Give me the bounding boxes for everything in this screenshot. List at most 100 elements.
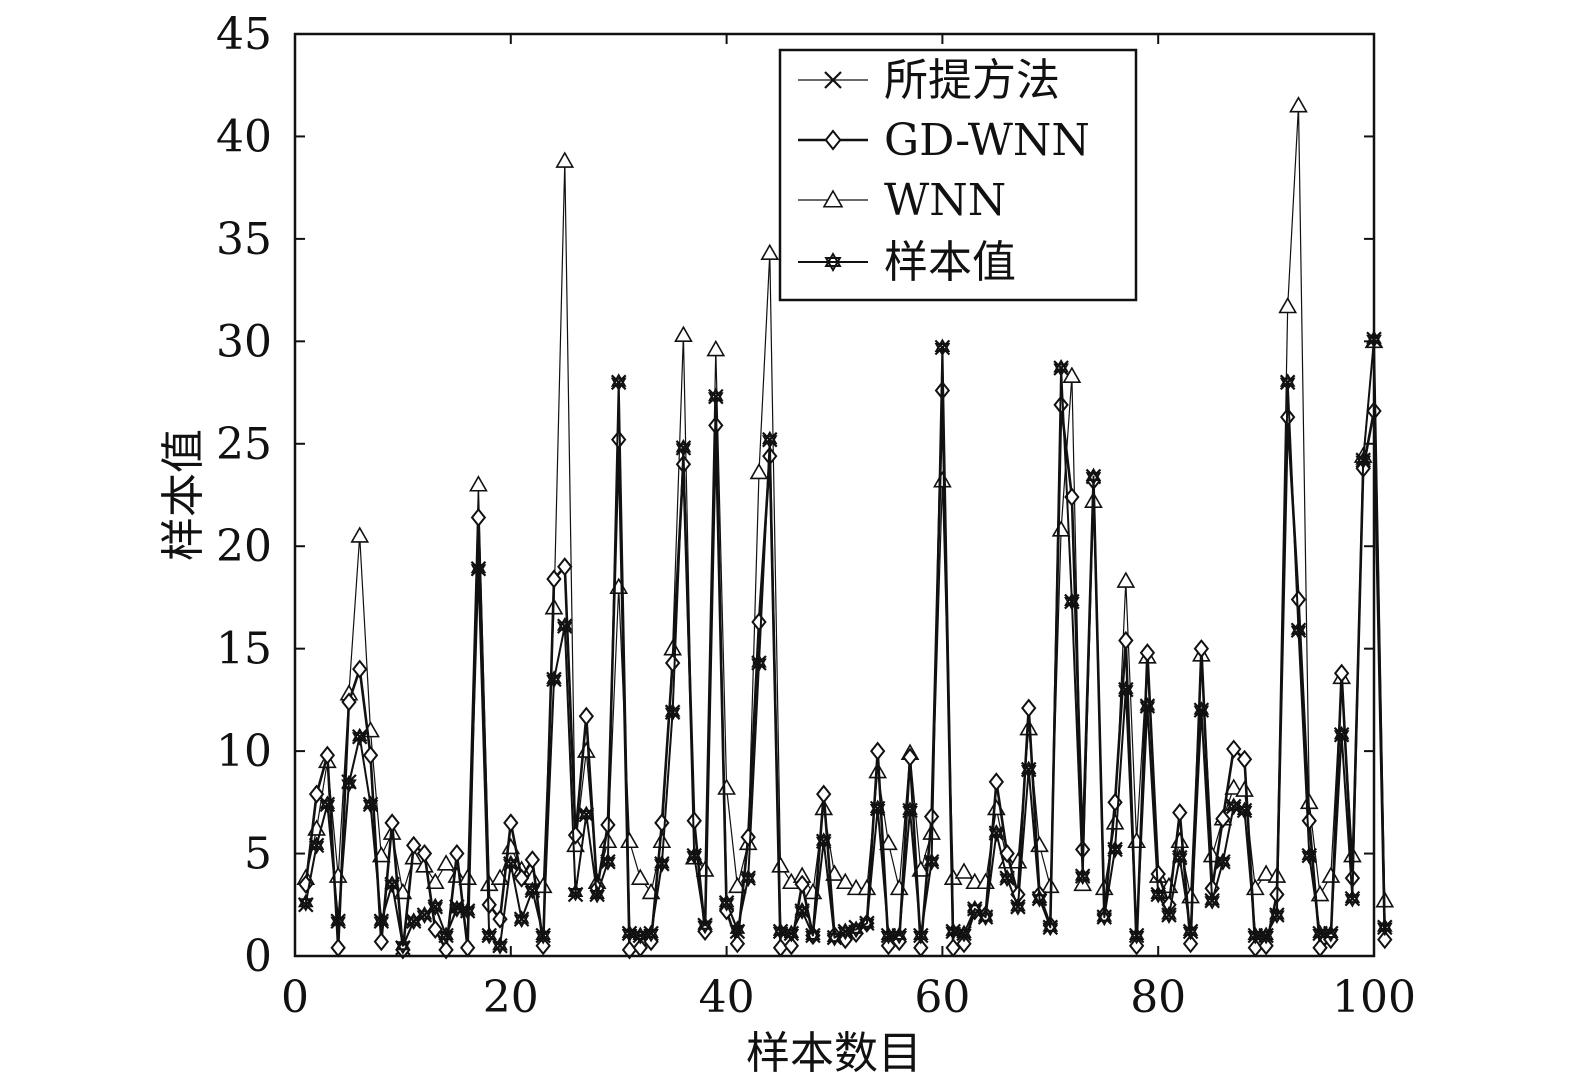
data-point-triangle: [533, 876, 553, 894]
series-diamond: [298, 380, 1393, 960]
data-point-triangle: [576, 741, 596, 758]
data-point-star: [837, 922, 854, 941]
data-point-star: [675, 438, 692, 457]
y-tick-label: 40: [216, 111, 272, 162]
y-tick-label: 30: [216, 316, 272, 367]
data-point-diamond: [664, 653, 681, 673]
data-point-diamond: [1172, 802, 1188, 823]
data-point-star: [449, 899, 465, 918]
data-point-diamond: [546, 569, 562, 589]
y-tick-label: 15: [216, 624, 272, 675]
data-point-star: [761, 430, 778, 449]
data-point-star: [416, 905, 433, 925]
data-point-star: [815, 832, 832, 851]
data-point-diamond: [459, 938, 476, 958]
data-point-diamond: [427, 919, 443, 939]
data-point-diamond: [740, 827, 756, 847]
data-point-triangle: [1256, 864, 1276, 881]
data-point-star: [1312, 924, 1328, 943]
data-point-star: [1118, 680, 1134, 699]
data-point-diamond: [416, 843, 433, 864]
data-point-star: [1096, 908, 1113, 927]
data-point-diamond: [1215, 809, 1231, 829]
data-point-diamond: [988, 772, 1005, 792]
data-point-star: [1161, 906, 1177, 924]
legend-marker-star: [824, 251, 842, 273]
data-point-star: [1290, 621, 1307, 640]
data-point-star: [1204, 891, 1220, 910]
data-point-star: [1074, 867, 1091, 886]
data-point-star: [351, 727, 368, 746]
legend-entry-diamond: GD-WNN: [798, 115, 1090, 166]
data-point-diamond: [729, 934, 746, 954]
data-point-star: [1355, 451, 1372, 470]
data-point-triangle: [1105, 813, 1125, 830]
data-point-diamond: [1333, 663, 1350, 683]
data-point-diamond: [1193, 639, 1210, 659]
data-point-star: [902, 801, 918, 820]
data-point-diamond: [751, 612, 767, 632]
data-point-diamond: [352, 659, 368, 679]
data-point-star: [966, 899, 983, 918]
data-point-star: [891, 926, 908, 945]
data-point-diamond: [1182, 934, 1199, 954]
data-point-star: [1107, 840, 1123, 859]
data-point-star: [686, 846, 703, 865]
data-point-star: [1258, 926, 1274, 945]
data-point-diamond: [772, 938, 789, 958]
data-point-triangle: [425, 872, 445, 890]
data-point-star: [297, 893, 314, 912]
y-tick-label: 10: [216, 726, 272, 777]
data-point-triangle: [760, 243, 780, 261]
data-point-star: [319, 795, 336, 814]
y-tick-label: 25: [216, 419, 272, 470]
ticks-layer: 0 20 40 60 80 100 0 5 10 15 20 25 30 35 40 45: [216, 9, 1416, 1023]
data-point-star: [589, 885, 605, 904]
data-point-triangle: [555, 151, 575, 168]
legend-entries: 所提方法 GD-WNN WNN 样本值: [798, 55, 1090, 288]
data-point-diamond: [1118, 630, 1134, 651]
data-point-triangle: [1235, 780, 1254, 797]
data-point-diamond: [999, 843, 1015, 864]
data-point-star: [610, 373, 627, 392]
data-point-star: [913, 926, 929, 945]
data-point-star: [1323, 924, 1339, 943]
data-point-diamond: [449, 843, 465, 864]
data-point-star: [751, 653, 767, 673]
x-tick-label: 0: [281, 972, 309, 1023]
data-point-diamond: [470, 507, 487, 528]
data-point-star: [1053, 359, 1069, 377]
data-point-star: [438, 926, 454, 945]
legend-entry-x: 所提方法: [798, 55, 1060, 106]
series-star: [297, 330, 1393, 955]
data-point-star: [632, 926, 649, 945]
data-point-star: [923, 852, 940, 871]
data-point-star: [772, 922, 789, 941]
data-point-star: [643, 924, 659, 943]
data-point-star: [1139, 697, 1156, 715]
data-point-triangle: [933, 471, 952, 488]
data-point-star: [395, 936, 411, 955]
legend-marker-diamond: [824, 129, 842, 151]
data-point-diamond: [406, 835, 422, 855]
data-point-star: [1215, 852, 1231, 871]
legend-label: 样本值: [884, 237, 1016, 288]
data-point-star: [956, 924, 972, 943]
data-point-diamond: [1301, 811, 1317, 831]
data-point-triangle: [1245, 878, 1265, 896]
data-point-star: [535, 926, 551, 945]
data-point-star: [934, 338, 951, 357]
data-point-star: [513, 910, 530, 929]
data-point-triangle: [954, 862, 974, 879]
data-point-triangle: [415, 856, 434, 873]
data-point-diamond: [535, 936, 551, 956]
data-point-star: [1247, 926, 1264, 945]
data-point-star: [481, 926, 498, 945]
data-point-star: [1333, 725, 1350, 744]
data-point-star: [546, 670, 562, 689]
data-point-star: [459, 901, 476, 920]
data-point-diamond: [1290, 589, 1307, 610]
legend-label: WNN: [884, 175, 1006, 226]
x-tick-label: 80: [1130, 972, 1186, 1023]
